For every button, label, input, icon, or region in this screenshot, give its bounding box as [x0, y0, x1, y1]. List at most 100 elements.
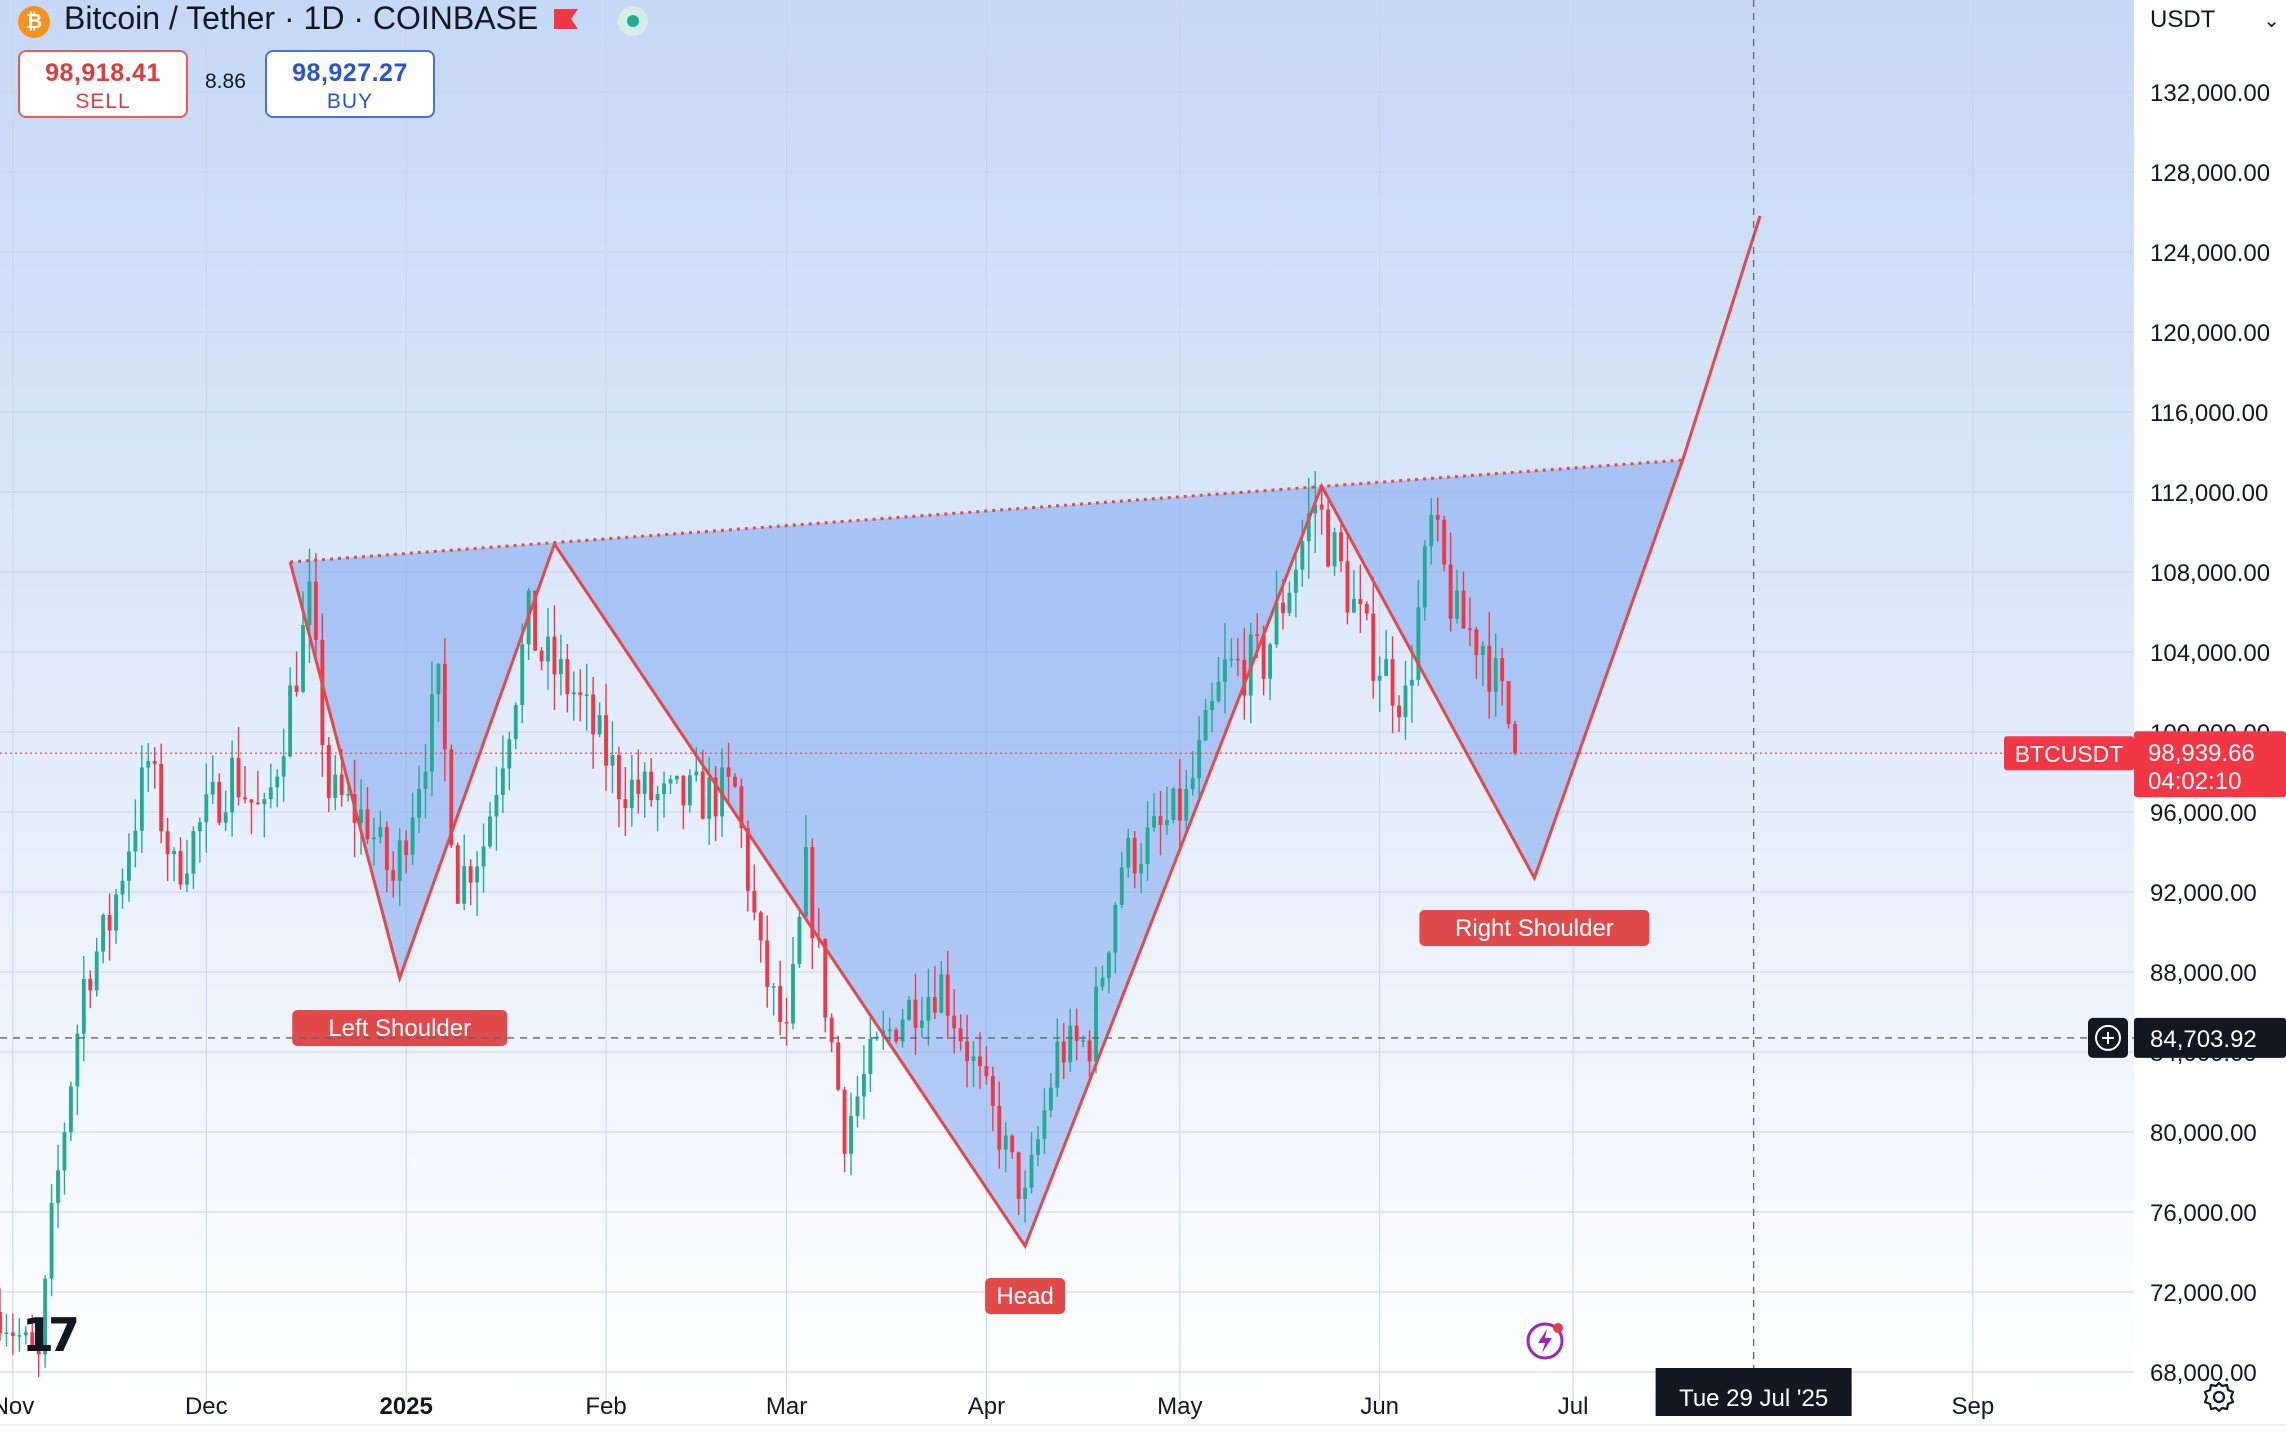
y-tick-label: 88,000.00 [2150, 960, 2257, 987]
candle-body [1358, 599, 1363, 604]
candle-body [1223, 659, 1227, 682]
candle-body [455, 845, 460, 904]
candle-body [1158, 816, 1163, 825]
candle-body [178, 850, 183, 885]
candle-body [700, 771, 705, 819]
candle-body [301, 625, 305, 692]
candle-body [1513, 724, 1518, 754]
candle-body [1190, 778, 1195, 790]
pattern-label[interactable]: Left Shoulder [292, 1010, 508, 1046]
candle-body [172, 850, 177, 855]
candle-body [939, 974, 944, 1013]
candle-body [726, 767, 731, 777]
candle-body [1216, 681, 1221, 702]
market-open-dot-icon [618, 6, 648, 36]
candle-body [1255, 634, 1260, 636]
candle-body [1074, 1025, 1079, 1041]
y-tick-label: 92,000.00 [2150, 880, 2257, 907]
y-tick-label: 120,000.00 [2150, 320, 2270, 347]
crosshair-plus-icon[interactable] [2088, 1017, 2128, 1058]
candle-body [313, 581, 318, 640]
pattern-label[interactable]: Right Shoulder [1419, 910, 1650, 946]
y-tick-label: 72,000.00 [2150, 1280, 2257, 1307]
candle-body [1036, 1139, 1040, 1155]
candle-body [616, 755, 621, 800]
candle-body [797, 916, 802, 964]
candle-body [694, 771, 699, 776]
pattern-outline[interactable] [288, 459, 1685, 1250]
price-axis[interactable] [2134, 0, 2286, 1446]
candle-body [1480, 646, 1485, 656]
candle-body [1345, 561, 1350, 613]
candle-body [494, 794, 499, 817]
pattern-label[interactable]: Head [985, 1278, 1066, 1314]
sell-button[interactable]: 98,918.41 SELL [18, 50, 188, 118]
candle-body [243, 797, 247, 800]
candle-body [230, 757, 235, 813]
candle-body [565, 659, 570, 695]
candle-body [1326, 509, 1331, 567]
candle-body [417, 788, 421, 818]
candle-body [513, 705, 518, 740]
candle-body [23, 1332, 28, 1336]
symbol-title[interactable]: Bitcoin / Tether · 1D · COINBASE [64, 0, 539, 36]
lightning-icon[interactable] [1525, 1320, 1565, 1360]
symbol-tag-text: BTCUSDT [2015, 741, 2124, 767]
candle-body [1409, 679, 1414, 686]
candle-body [488, 816, 492, 847]
pattern-fill [290, 460, 1683, 1246]
flag-icon[interactable] [552, 8, 580, 30]
candle-body [339, 774, 344, 795]
x-tick-label: Mar [766, 1393, 807, 1420]
candle-body [1068, 1025, 1073, 1063]
candle-body [1506, 681, 1511, 725]
candle-body [378, 826, 383, 838]
candle-body [803, 846, 808, 917]
candle-body [1229, 658, 1234, 661]
candle-body [1332, 532, 1337, 567]
y-tick-label: 104,000.00 [2150, 640, 2270, 667]
candle-body [1023, 1187, 1028, 1199]
candle-body [127, 851, 131, 881]
plus-icon-ring [2095, 1024, 2121, 1051]
candle-body [1422, 546, 1427, 608]
candle-body [391, 869, 396, 881]
candle-body [68, 1086, 73, 1133]
spread-value: 8.86 [205, 70, 246, 93]
candle-body [101, 914, 106, 952]
candle-body [1287, 592, 1292, 614]
last-price-tag [2134, 731, 2286, 798]
candle-body [1390, 659, 1395, 706]
candle-body [88, 978, 93, 991]
candle-body [1119, 867, 1124, 905]
candle-body [1087, 1040, 1092, 1062]
y-tick-label: 132,000.00 [2150, 80, 2270, 107]
countdown-text: 04:02:10 [2148, 768, 2241, 795]
currency-select[interactable]: USDT ⌄ [2140, 0, 2286, 44]
target-projection-line[interactable] [1681, 215, 1762, 461]
candle-body [945, 974, 950, 1016]
candle-body [829, 1017, 834, 1043]
candle-body [307, 581, 312, 626]
gear-icon[interactable] [2202, 1380, 2236, 1414]
candle-body [262, 799, 267, 805]
candle-body [217, 781, 222, 823]
candle-body [649, 771, 654, 801]
candle-body [0, 1312, 2, 1334]
candle-body [10, 1332, 15, 1336]
candle-body [1300, 541, 1305, 570]
candle-body [861, 1073, 866, 1097]
buy-price: 98,927.27 [292, 59, 408, 87]
neckline[interactable] [290, 458, 1683, 564]
candle-body [1164, 819, 1169, 825]
tradingview-logo[interactable]: 17 [22, 1308, 80, 1362]
buy-label: BUY [326, 90, 374, 113]
sell-price: 98,918.41 [45, 59, 161, 87]
candle-body [204, 794, 209, 823]
candle-body [1055, 1041, 1060, 1088]
buy-button[interactable]: 98,927.27 BUY [265, 50, 435, 118]
candle-body [30, 1332, 35, 1346]
candle-body [681, 775, 686, 806]
candle-body [268, 787, 273, 800]
